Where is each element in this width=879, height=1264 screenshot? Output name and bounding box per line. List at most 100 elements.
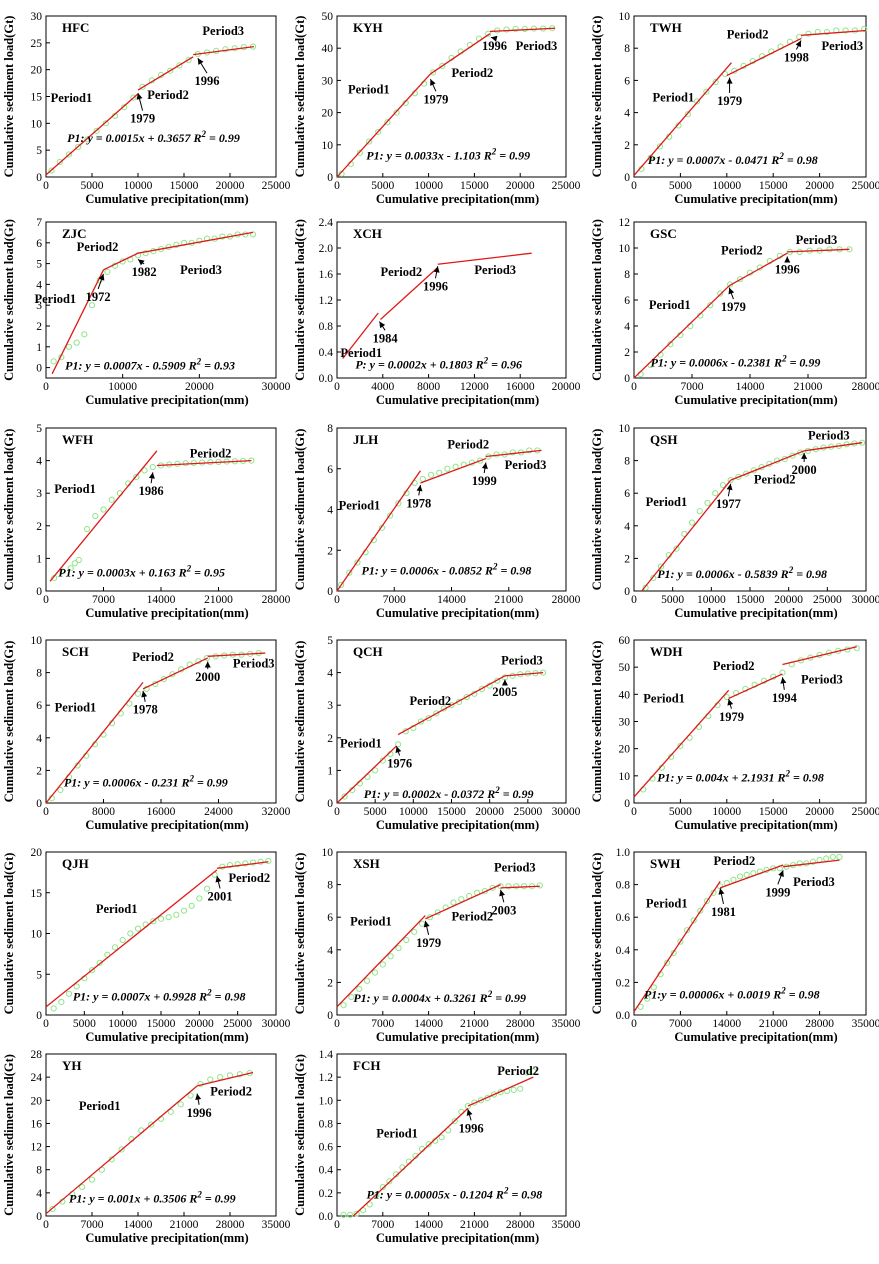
- period-label: Period2: [497, 1064, 539, 1078]
- y-tick-label: 2: [624, 140, 630, 152]
- break-arrowhead: [433, 266, 440, 273]
- y-tick-label: 8: [624, 43, 630, 55]
- x-tick-label: 35000: [262, 1219, 291, 1231]
- y-tick-label: 0: [327, 1010, 333, 1022]
- x-tick-label: 16000: [147, 806, 176, 818]
- equation-main: P: y = 0.0002x + 0.1803 R: [355, 357, 483, 371]
- regression-equation: P1: y = 0.0006x - 0.0852 R2 = 0.98: [362, 562, 532, 578]
- break-year-label: 1996: [459, 1121, 484, 1135]
- x-tick-label: 0: [334, 180, 340, 192]
- period-label: Period2: [447, 437, 489, 451]
- data-point: [142, 250, 149, 257]
- x-tick-label: 0: [631, 1018, 637, 1030]
- data-point: [379, 961, 386, 968]
- x-tick-label: 10000: [108, 1018, 137, 1030]
- break-arrowhead: [501, 679, 508, 686]
- station-label: GSC: [650, 226, 677, 241]
- x-axis-label: Cumulative precipitation(mm): [674, 818, 837, 832]
- data-point: [207, 1076, 214, 1083]
- data-point: [489, 884, 496, 891]
- break-year-label: 1998: [784, 50, 809, 64]
- data-point: [826, 246, 833, 253]
- data-point: [92, 512, 99, 520]
- data-point: [673, 545, 680, 552]
- break-arrowhead: [395, 746, 402, 753]
- fit-line: [719, 864, 784, 889]
- equation-main: P1: y = 0.001x + 0.3506 R: [69, 1192, 197, 1206]
- data-point: [384, 119, 391, 126]
- y-tick-label: 6: [36, 238, 42, 250]
- x-tick-label: 20000: [475, 806, 504, 818]
- x-tick-label: 0: [43, 806, 49, 818]
- data-point: [450, 899, 457, 906]
- equation-main: P1:y = 0.00006x + 0.0019 R: [644, 988, 781, 1002]
- x-tick-label: 14000: [414, 1219, 443, 1231]
- period-label: Period1: [653, 90, 695, 104]
- y-tick-label: 1: [36, 342, 42, 354]
- data-point: [67, 565, 74, 572]
- x-tick-label: 5000: [669, 180, 692, 192]
- period-label: Period3: [505, 458, 547, 472]
- break-year-label: 1977: [716, 497, 741, 511]
- data-point: [346, 569, 353, 576]
- chart-fch: 0 7000 14000 21000 28000 35000 0.0 0.2 0.4 0.6 0.8…: [293, 1049, 581, 1245]
- data-point: [196, 895, 203, 902]
- y-tick-label: 10: [31, 929, 43, 941]
- x-axis-label: Cumulative precipitation(mm): [85, 606, 248, 620]
- fit-line: [437, 252, 532, 265]
- fit-line: [49, 450, 158, 582]
- x-tick-label: 21000: [494, 594, 523, 606]
- y-axis-label: Cumulative sediment load(Gt): [590, 16, 604, 178]
- data-point: [349, 786, 356, 794]
- data-point: [642, 584, 649, 591]
- data-point: [411, 928, 418, 935]
- x-tick-label: 20000: [552, 381, 581, 393]
- y-tick-label: 1.0: [319, 1095, 334, 1107]
- y-tick-label: 6: [624, 295, 630, 307]
- data-point: [50, 1005, 57, 1012]
- period-label: Period2: [210, 1085, 252, 1099]
- period-label: Period2: [727, 28, 769, 42]
- data-point: [371, 969, 379, 976]
- chart-zjc: 0 10000 20000 30000 0 1 2 3 4 5 6 7 Cumulative preci…: [2, 217, 291, 407]
- data-point: [130, 94, 137, 101]
- data-point: [719, 481, 727, 489]
- y-tick-label: 30: [31, 11, 43, 23]
- period-label: Period1: [96, 902, 138, 916]
- y-tick-label: 0: [624, 172, 630, 184]
- data-point: [395, 500, 402, 507]
- data-point: [173, 911, 180, 918]
- break-year-label: 2001: [208, 889, 233, 903]
- data-point: [118, 1146, 125, 1153]
- y-tick-label: 4: [624, 321, 630, 333]
- data-point: [93, 127, 100, 134]
- x-tick-label: 12000: [460, 381, 489, 393]
- y-tick-label: 25: [31, 38, 43, 50]
- x-tick-label: 5000: [364, 806, 387, 818]
- data-point: [418, 920, 426, 927]
- y-tick-label: 0: [624, 798, 630, 810]
- data-point: [366, 1201, 373, 1208]
- period-label: Period1: [340, 737, 382, 751]
- x-tick-label: 15000: [736, 594, 765, 606]
- break-arrowhead: [195, 1093, 202, 1101]
- equation-r2: = 0.99: [787, 355, 821, 369]
- break-year-label: 1986: [139, 484, 164, 498]
- x-tick-label: 0: [631, 180, 637, 192]
- data-point: [395, 945, 402, 952]
- data-point: [340, 1002, 347, 1009]
- y-tick-label: 3: [36, 488, 42, 500]
- equation-superscript: 2: [188, 774, 194, 784]
- y-tick-label: 6: [327, 912, 333, 924]
- fit-line: [800, 29, 867, 36]
- fit-line: [425, 884, 501, 920]
- y-axis-label: Cumulative sediment load(Gt): [590, 853, 604, 1015]
- station-label: ZJC: [62, 226, 87, 241]
- break-arrowhead: [727, 699, 734, 706]
- data-point: [108, 496, 115, 503]
- x-axis-label: Cumulative precipitation(mm): [674, 393, 837, 407]
- data-point: [430, 69, 437, 76]
- x-tick-label: 20000: [774, 594, 803, 606]
- x-tick-label: 0: [631, 381, 637, 393]
- y-tick-label: 1.0: [616, 847, 631, 859]
